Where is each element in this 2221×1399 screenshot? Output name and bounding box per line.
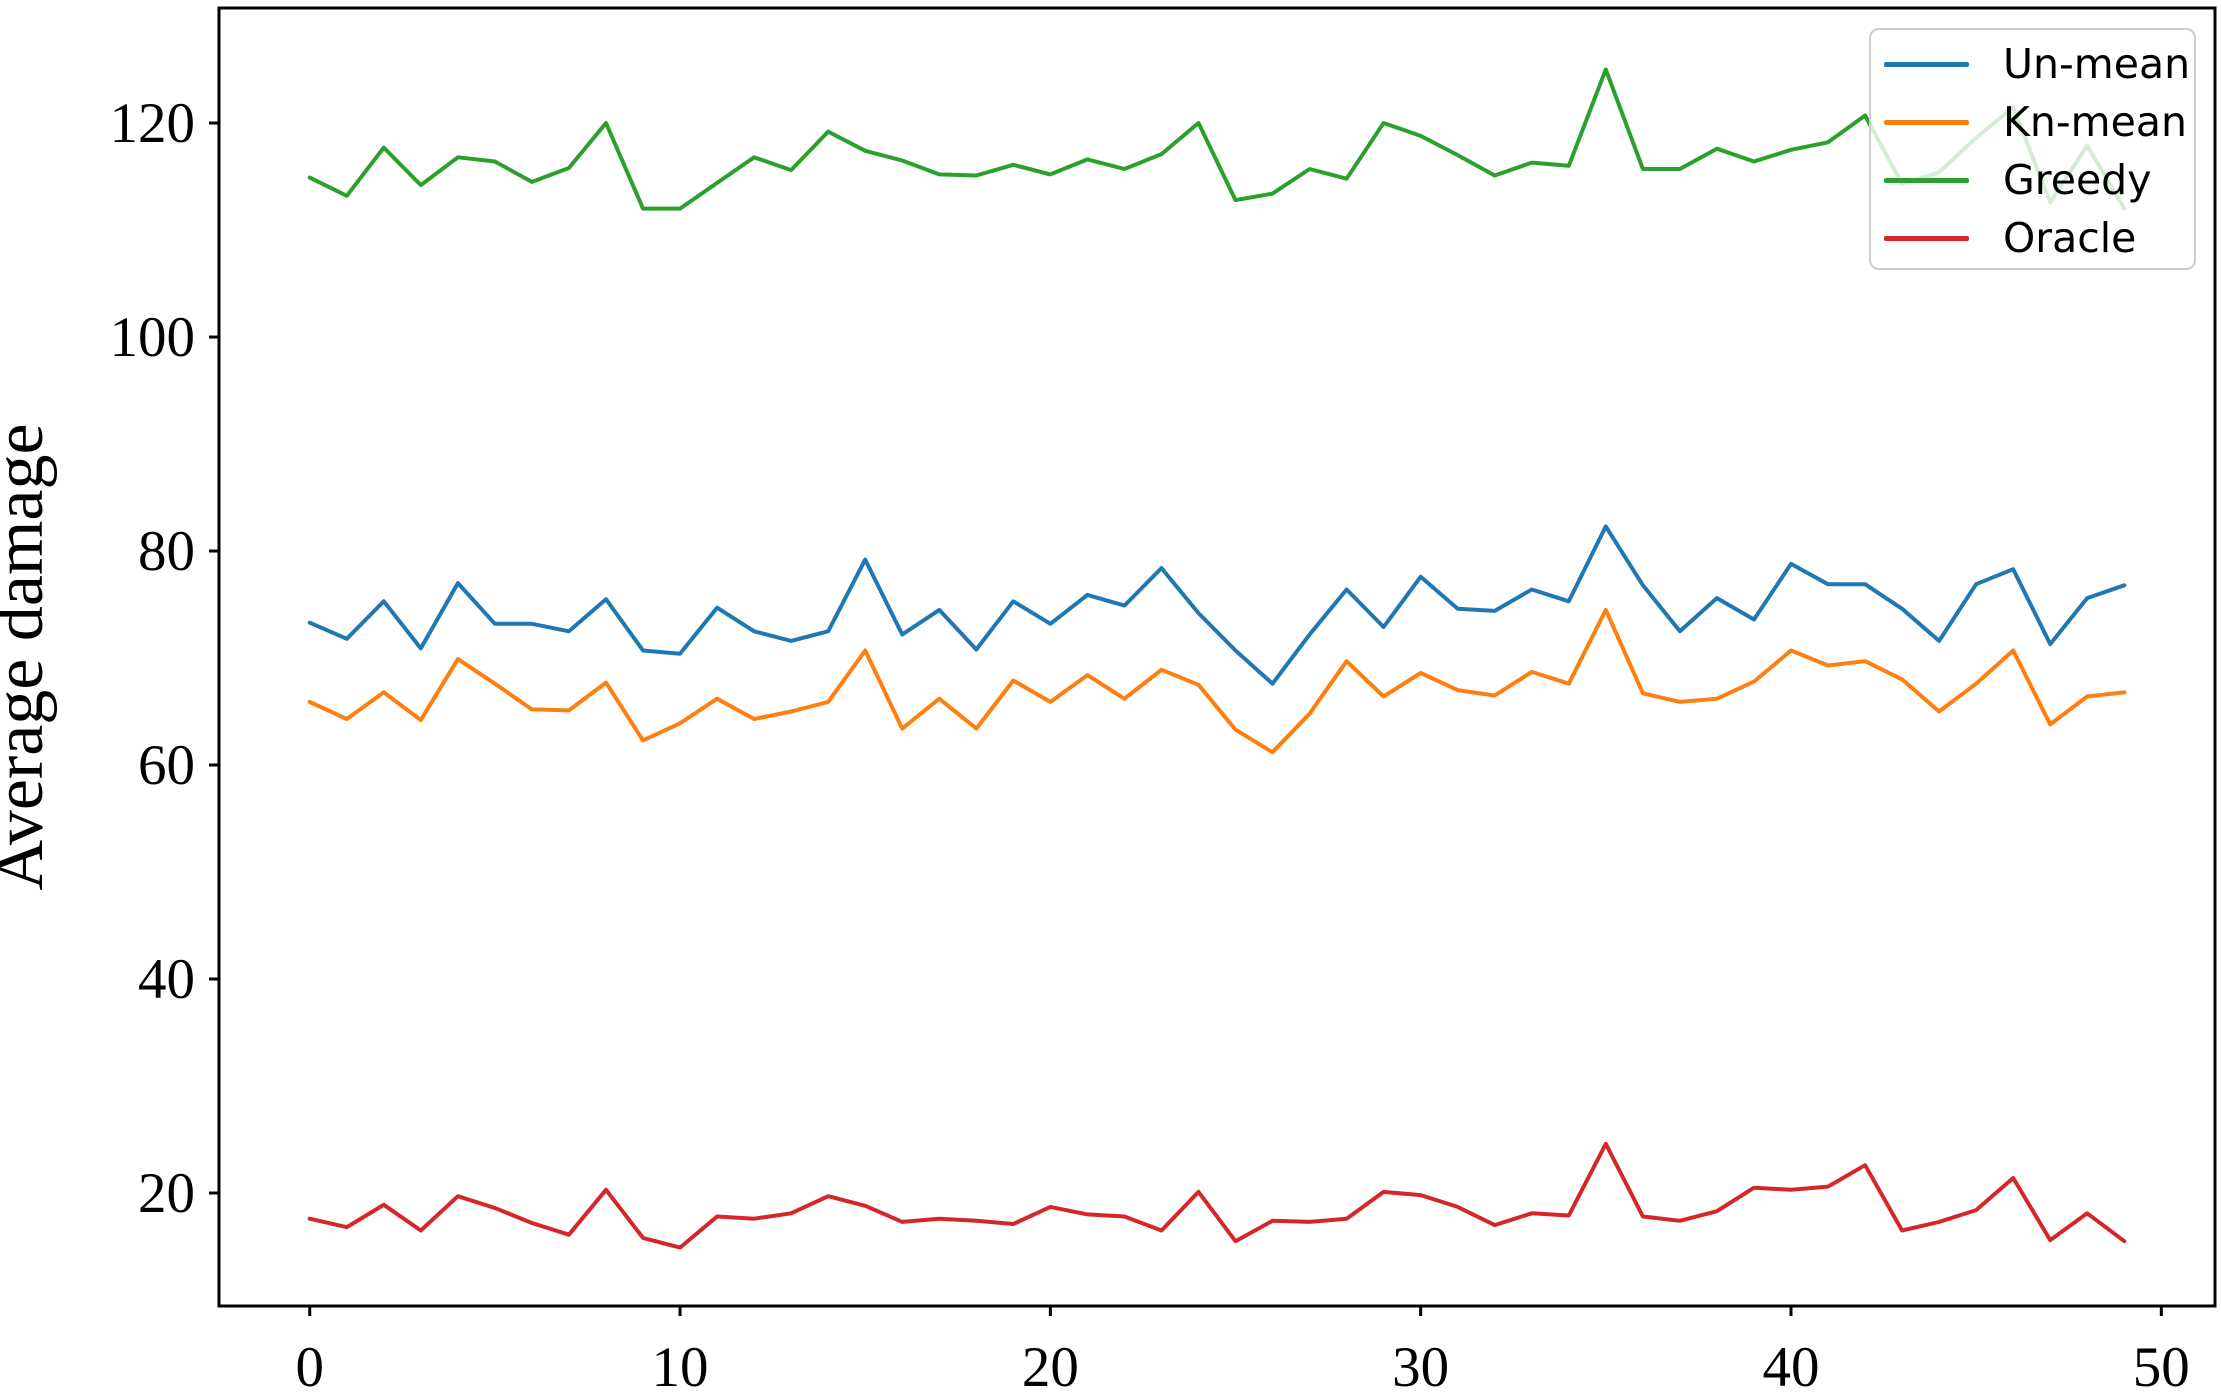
series-group (307, 67, 2127, 1250)
series-line-oracle (307, 1141, 2127, 1250)
series-line-kn-mean (307, 607, 2127, 755)
x-tick-label: 20 (1022, 1336, 1079, 1399)
ticks-group: 0 10 20 30 40 50 20 40 60 80 100 120 (110, 92, 2190, 1399)
legend-line-sample-un-mean (1884, 61, 1969, 67)
y-tick-label: 40 (138, 948, 195, 1011)
legend-line-sample-greedy (1884, 177, 1969, 183)
legend-item-kn-mean: Kn-mean (1871, 93, 2194, 151)
legend-item-oracle: Oracle (1871, 209, 2194, 267)
legend-label: Un-mean (2003, 40, 2191, 88)
x-tick-label: 10 (652, 1336, 709, 1399)
series-line-un-mean (307, 524, 2127, 686)
series-line-greedy (307, 67, 2127, 211)
legend-item-un-mean: Un-mean (1871, 35, 2194, 93)
y-tick-label: 100 (110, 306, 196, 369)
legend-line-sample-kn-mean (1884, 119, 1969, 125)
legend-line-sample-oracle (1884, 235, 1969, 241)
x-tick-label: 50 (2133, 1336, 2190, 1399)
y-tick-label: 120 (110, 92, 196, 155)
y-axis-label: Average damage (0, 423, 58, 890)
x-tick-label: 40 (1762, 1336, 1819, 1399)
legend-label: Greedy (2003, 156, 2152, 204)
legend-item-greedy: Greedy (1871, 151, 2194, 209)
y-tick-label: 60 (138, 734, 195, 797)
legend-label: Oracle (2003, 214, 2137, 262)
y-tick-label: 20 (138, 1162, 195, 1225)
y-tick-label: 80 (138, 520, 195, 583)
plot-border (217, 6, 2217, 1308)
x-tick-label: 30 (1392, 1336, 1449, 1399)
legend: Un-mean Kn-mean Greedy Oracle (1869, 28, 2196, 270)
legend-label: Kn-mean (2003, 98, 2187, 146)
x-tick-label: 0 (295, 1336, 324, 1399)
